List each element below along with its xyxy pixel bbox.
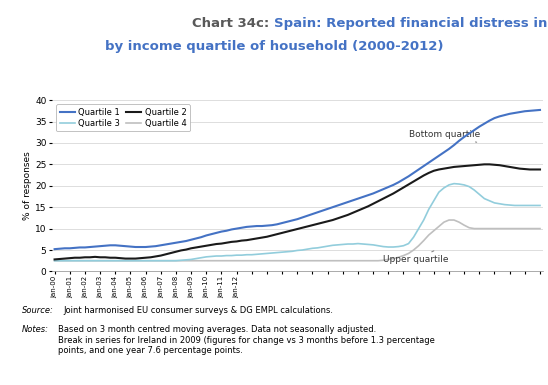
Text: Source:: Source: xyxy=(22,306,54,315)
Legend: Quartile 1, Quartile 3, Quartile 2, Quartile 4: Quartile 1, Quartile 3, Quartile 2, Quar… xyxy=(56,104,190,131)
Text: Spain: Reported financial distress in households: Spain: Reported financial distress in ho… xyxy=(274,17,548,30)
Text: Joint harmonised EU consumer surveys & DG EMPL calculations.: Joint harmonised EU consumer surveys & D… xyxy=(64,306,334,315)
Text: Notes:: Notes: xyxy=(22,325,49,334)
Text: gif: gif xyxy=(4,357,9,367)
Text: Chart 34c:: Chart 34c: xyxy=(192,17,274,30)
Text: excel file: excel file xyxy=(4,292,9,324)
Text: Based on 3 month centred moving averages. Data not seasonally adjusted.
Break in: Based on 3 month centred moving averages… xyxy=(58,325,435,355)
Y-axis label: % of responses: % of responses xyxy=(23,151,32,220)
Text: Upper quartile: Upper quartile xyxy=(383,251,449,264)
Text: Bottom quartile: Bottom quartile xyxy=(408,129,480,142)
Text: by income quartile of household (2000-2012): by income quartile of household (2000-20… xyxy=(105,40,443,54)
